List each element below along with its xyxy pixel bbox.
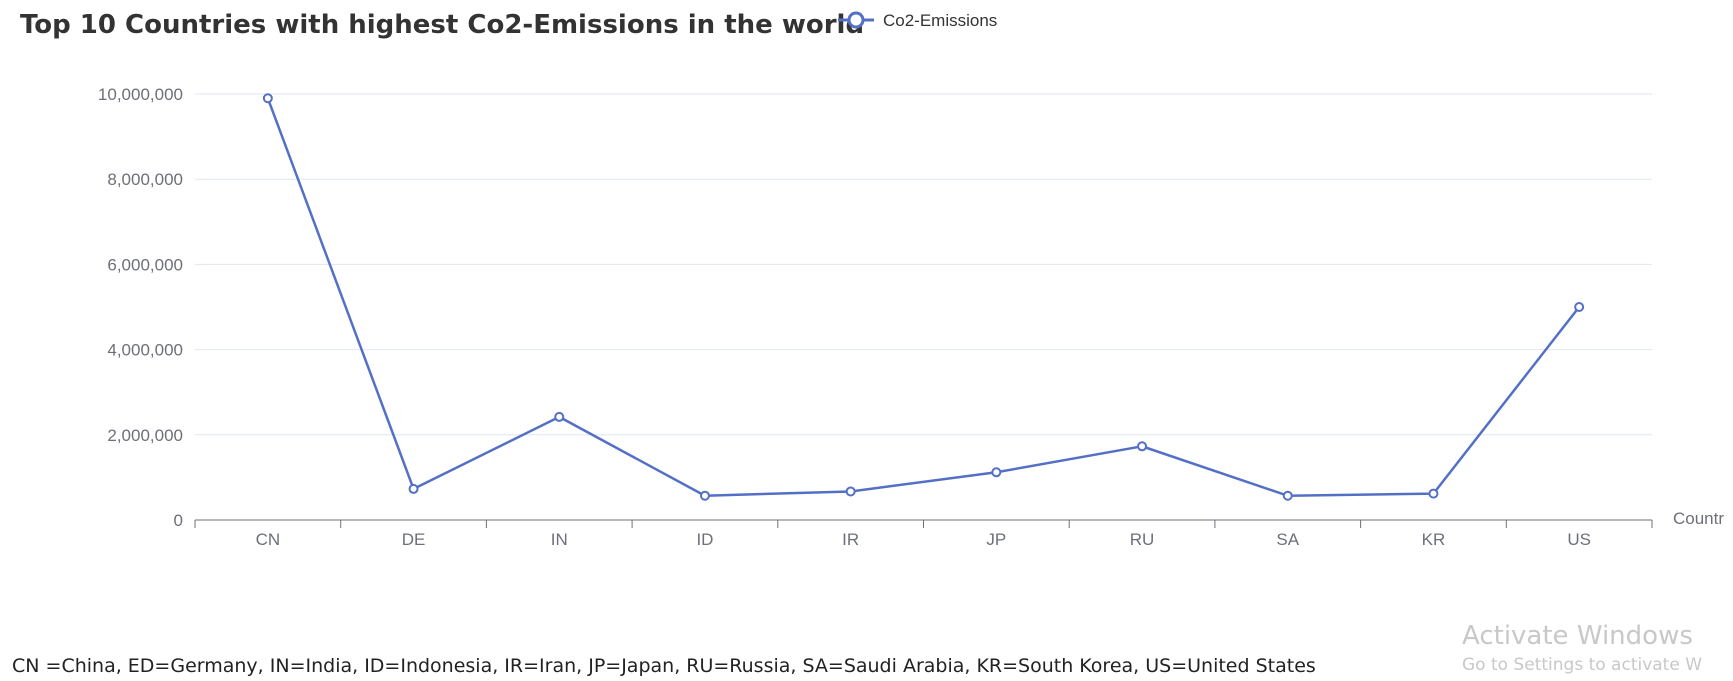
country-code-legend: CN =China, ED=Germany, IN=India, ID=Indo… [12,655,1316,677]
data-point[interactable] [262,93,273,104]
series-line [266,97,1581,497]
x-axis: CN DE IN ID IR JP RU SA KR US [194,519,1653,549]
x-tick-label: SA [1276,530,1299,549]
data-point[interactable] [1428,488,1439,499]
x-tick-label: KR [1422,530,1446,549]
y-tick-label: 10,000,000 [98,85,183,104]
y-tick-label: 0 [174,511,183,530]
activation-watermark: Activate Windows Go to Settings to activ… [1462,619,1733,677]
y-tick-label: 8,000,000 [107,170,183,189]
y-tick-label: 2,000,000 [107,426,183,445]
x-tick-label: ID [696,530,713,549]
chart-title: Top 10 Countries with highest Co2-Emissi… [20,10,864,40]
x-tick-label: JP [986,530,1006,549]
x-axis-name: Countr [1673,509,1724,528]
watermark-subtitle: Go to Settings to activate W [1462,655,1703,675]
data-point[interactable] [699,490,710,501]
data-point[interactable] [1137,441,1148,452]
x-tick-label: RU [1130,530,1155,549]
watermark-title: Activate Windows [1462,621,1693,651]
x-tick-label: US [1567,530,1591,549]
series-layer [262,93,1585,501]
x-tick-label: DE [402,530,426,549]
legend-marker-icon [847,11,865,29]
legend[interactable]: Co2-Emissions [838,11,997,30]
x-tick-label: CN [256,530,281,549]
data-point[interactable] [408,483,419,494]
y-tick-label: 4,000,000 [107,341,183,360]
data-point[interactable] [1574,302,1585,312]
data-point[interactable] [991,467,1002,478]
data-point[interactable] [554,411,565,422]
data-point[interactable] [1282,490,1293,501]
legend-label: Co2-Emissions [883,11,997,30]
grid-lines [195,93,1652,436]
y-axis: 0 2,000,000 4,000,000 6,000,000 8,000,000 10,… [98,85,183,530]
y-tick-label: 6,000,000 [107,255,183,274]
x-tick-label: IN [551,530,568,549]
data-point[interactable] [845,486,856,497]
x-tick-label: IR [842,530,859,549]
